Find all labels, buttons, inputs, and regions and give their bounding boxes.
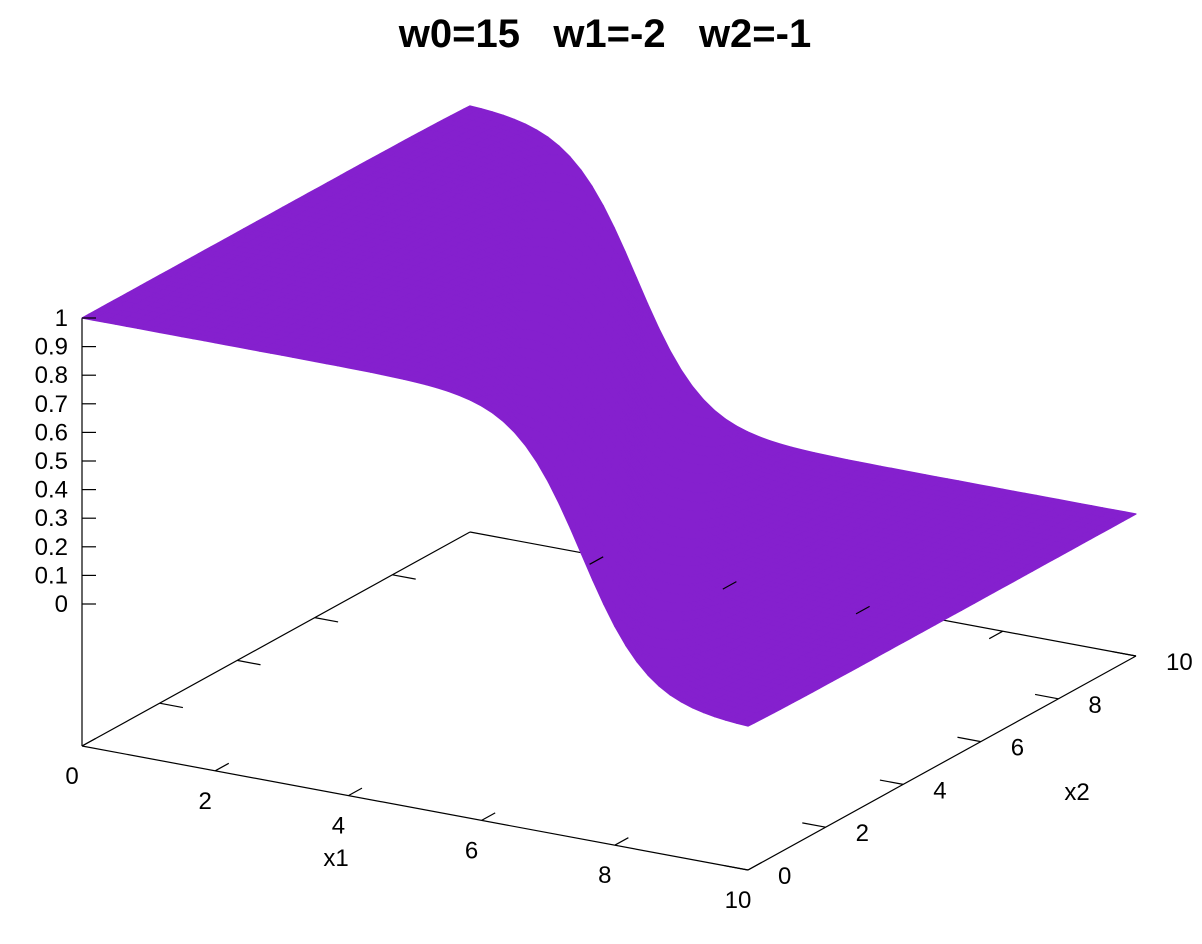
z-tick-label: 0.1 [35, 562, 68, 589]
x2-tick-mark [1034, 693, 1059, 700]
x2-tick-mark-back [314, 617, 339, 623]
x1-tick-mark [81, 737, 96, 747]
x1-tick-mark-back [722, 581, 737, 590]
x2-tick-label: 10 [1166, 649, 1193, 676]
z-tick-label: 0 [55, 591, 68, 618]
x1-tick-label: 10 [725, 887, 752, 914]
x1-tick-mark [481, 812, 496, 821]
ticks: 0246810024681000.10.20.30.40.50.60.70.80… [35, 305, 1193, 914]
x2-tick-label: 2 [856, 820, 869, 847]
z-tick-label: 0.8 [35, 362, 68, 389]
x2-tick-label: 8 [1088, 692, 1101, 719]
x2-tick-mark-back [237, 659, 261, 666]
x1-tick-label: 0 [65, 763, 78, 790]
z-tick-label: 1 [55, 305, 68, 332]
z-tick-label: 0.7 [35, 391, 68, 418]
x1-tick-mark [348, 787, 363, 797]
x2-tick-label: 4 [933, 777, 946, 804]
x2-axis-line [747, 655, 1137, 871]
x2-tick-mark-back [159, 702, 184, 709]
surface-cell [736, 719, 756, 727]
z-tick-label: 0.3 [35, 505, 68, 532]
axes-front [81, 655, 1137, 871]
x1-tick-mark-back [589, 556, 604, 565]
x1-axis-line [81, 745, 749, 871]
x2-tick-label: 0 [778, 863, 791, 890]
floor-edge-back-left [81, 531, 471, 747]
x2-tick-mark [1112, 651, 1137, 657]
x1-tick-label: 4 [332, 813, 345, 840]
y-axis-label: x2 [1064, 779, 1089, 806]
x2-tick-mark [724, 865, 749, 871]
z-tick-label: 0.4 [35, 477, 68, 504]
x1-tick-label: 6 [465, 837, 478, 864]
x1-tick-mark-back [988, 630, 1004, 640]
x2-tick-mark [879, 779, 904, 785]
x1-tick-label: 2 [199, 788, 212, 815]
x1-tick-mark-back [855, 605, 870, 615]
z-tick-label: 0.6 [35, 419, 68, 446]
x1-tick-mark [747, 861, 762, 871]
x-axis-label: x1 [323, 845, 348, 872]
x1-tick-mark [614, 837, 629, 846]
z-tick-label: 0.2 [35, 534, 68, 561]
x2-tick-mark [957, 736, 981, 743]
z-tick-label: 0.9 [35, 334, 68, 361]
x2-tick-mark-back [392, 574, 416, 580]
x1-tick-mark [214, 762, 230, 772]
chart-title: w0=15 w1=-2 w2=-1 [398, 12, 811, 56]
x1-tick-label: 8 [598, 862, 611, 889]
surface [81, 105, 1137, 727]
x2-tick-mark [802, 822, 826, 828]
x2-tick-label: 6 [1011, 735, 1024, 762]
z-tick-label: 0.5 [35, 448, 68, 475]
